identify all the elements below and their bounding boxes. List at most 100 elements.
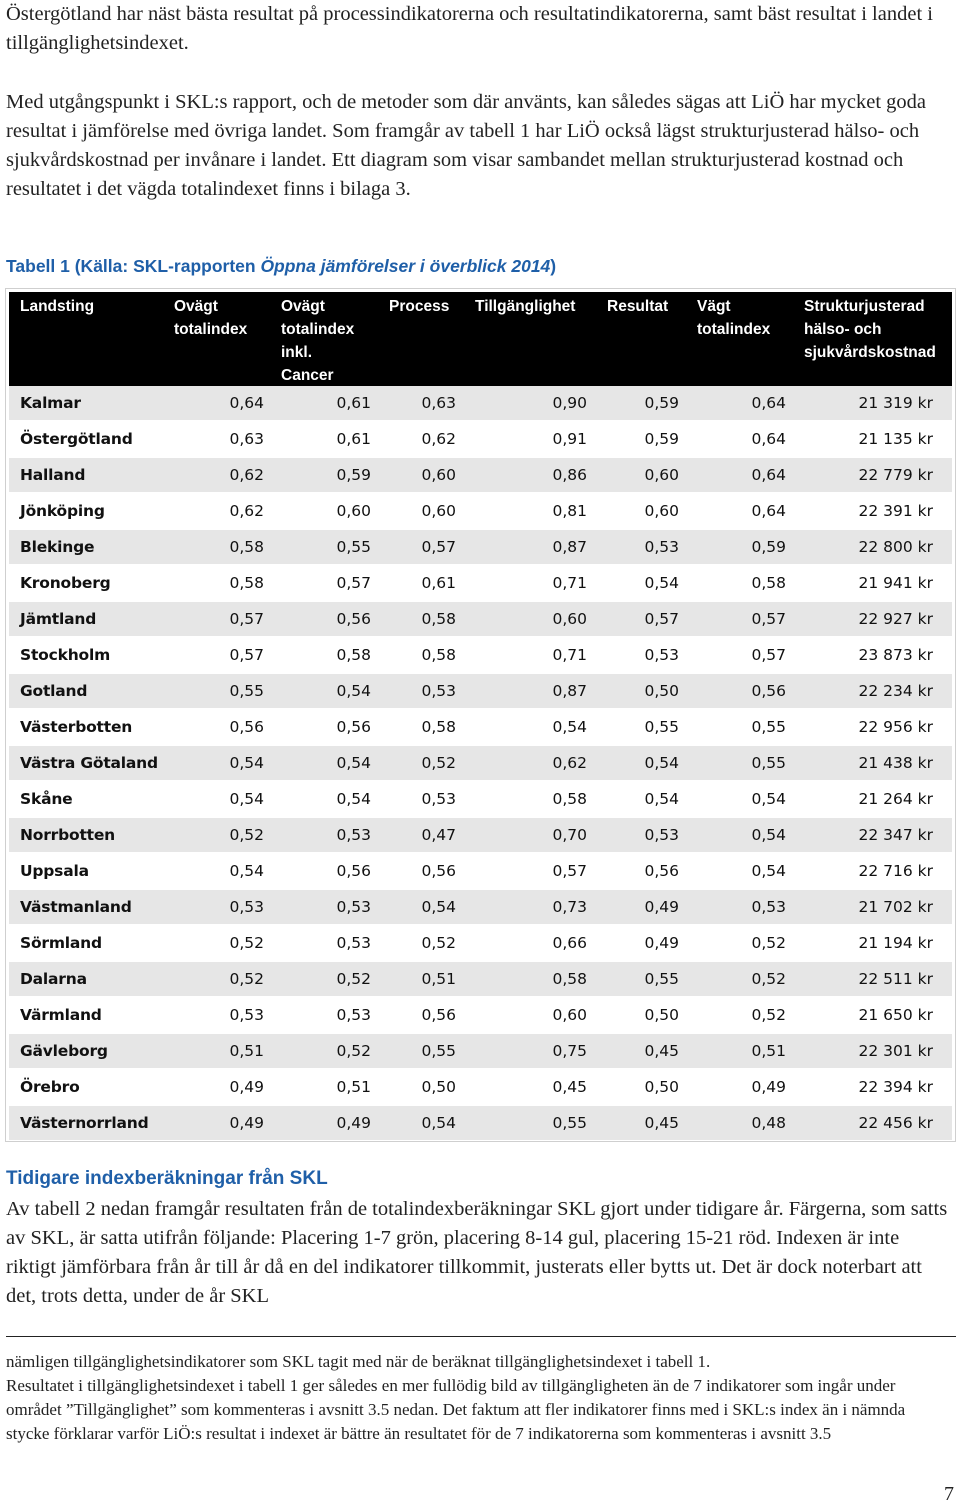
cell-resultat: 0,54	[644, 790, 679, 808]
cell-process: 0,56	[421, 862, 456, 880]
cell-ovagt-totalindex: 0,52	[229, 826, 264, 844]
cell-ovagt-totalindex-cancer: 0,52	[336, 970, 371, 988]
cell-county: Kronoberg	[20, 574, 111, 592]
cell-ovagt-totalindex: 0,58	[229, 538, 264, 556]
table-row: Kronoberg 0,58 0,57 0,61 0,71 0,54 0,58 21 941 …	[9, 566, 952, 600]
cell-resultat: 0,53	[644, 646, 679, 664]
cell-kostnad: 21 264 kr	[858, 790, 933, 808]
cell-kostnad: 22 779 kr	[858, 466, 933, 484]
cell-resultat: 0,49	[644, 934, 679, 952]
county-comparison-table: Landsting Ovägt totalindex Ovägt totalin…	[5, 288, 956, 1142]
cell-tillganglighet: 0,58	[552, 790, 587, 808]
cell-ovagt-totalindex-cancer: 0,58	[336, 646, 371, 664]
cell-process: 0,56	[421, 1006, 456, 1024]
table-row: Västerbotten 0,56 0,56 0,58 0,54 0,55 0,55 22 9…	[9, 710, 952, 744]
header-tillganglighet: Tillgänglighet	[475, 298, 576, 315]
cell-ovagt-totalindex-cancer: 0,61	[336, 430, 371, 448]
cell-county: Värmland	[20, 1006, 102, 1024]
cell-ovagt-totalindex-cancer: 0,61	[336, 394, 371, 412]
cell-ovagt-totalindex: 0,51	[229, 1042, 264, 1060]
footnote-line-1: nämligen tillgänglighetsindikatorer som …	[6, 1352, 711, 1371]
cell-county: Stockholm	[20, 646, 111, 664]
cell-kostnad: 22 347 kr	[858, 826, 933, 844]
table-row: Skåne 0,54 0,54 0,53 0,58 0,54 0,54 21 264 kr	[9, 782, 952, 816]
cell-resultat: 0,50	[644, 682, 679, 700]
cell-process: 0,47	[421, 826, 456, 844]
table-row: Västernorrland 0,49 0,49 0,54 0,55 0,45 0,48 22…	[9, 1106, 952, 1140]
cell-process: 0,58	[421, 610, 456, 628]
cell-ovagt-totalindex: 0,52	[229, 934, 264, 952]
cell-vagt-totalindex: 0,54	[751, 826, 786, 844]
cell-kostnad: 22 927 kr	[858, 610, 933, 628]
table-header: Landsting Ovägt totalindex Ovägt totalin…	[9, 292, 952, 386]
cell-ovagt-totalindex: 0,63	[229, 430, 264, 448]
caption-suffix: )	[550, 256, 557, 276]
cell-kostnad: 21 319 kr	[858, 394, 933, 412]
cell-kostnad: 23 873 kr	[858, 646, 933, 664]
cell-process: 0,60	[421, 466, 456, 484]
cell-vagt-totalindex: 0,58	[751, 574, 786, 592]
cell-kostnad: 22 956 kr	[858, 718, 933, 736]
cell-tillganglighet: 0,57	[552, 862, 587, 880]
cell-ovagt-totalindex-cancer: 0,59	[336, 466, 371, 484]
cell-kostnad: 22 511 kr	[858, 970, 933, 988]
cell-ovagt-totalindex: 0,49	[229, 1078, 264, 1096]
cell-tillganglighet: 0,87	[552, 682, 587, 700]
cell-tillganglighet: 0,81	[552, 502, 587, 520]
table-row: Stockholm 0,57 0,58 0,58 0,71 0,53 0,57 23 873 …	[9, 638, 952, 672]
cell-resultat: 0,49	[644, 898, 679, 916]
cell-process: 0,57	[421, 538, 456, 556]
table-row: Halland 0,62 0,59 0,60 0,86 0,60 0,64 22 779 kr	[9, 458, 952, 492]
cell-vagt-totalindex: 0,55	[751, 718, 786, 736]
cell-county: Uppsala	[20, 862, 89, 880]
cell-vagt-totalindex: 0,59	[751, 538, 786, 556]
cell-ovagt-totalindex: 0,54	[229, 862, 264, 880]
cell-kostnad: 21 650 kr	[858, 1006, 933, 1024]
cell-ovagt-totalindex-cancer: 0,53	[336, 934, 371, 952]
cell-kostnad: 21 194 kr	[858, 934, 933, 952]
cell-process: 0,58	[421, 718, 456, 736]
cell-process: 0,58	[421, 646, 456, 664]
cell-vagt-totalindex: 0,51	[751, 1042, 786, 1060]
table-row: Jönköping 0,62 0,60 0,60 0,81 0,60 0,64 22 391 …	[9, 494, 952, 528]
cell-process: 0,61	[421, 574, 456, 592]
cell-vagt-totalindex: 0,64	[751, 394, 786, 412]
cell-ovagt-totalindex-cancer: 0,57	[336, 574, 371, 592]
cell-ovagt-totalindex: 0,57	[229, 610, 264, 628]
table-caption: Tabell 1 (Källa: SKL-rapporten Öppna jäm…	[6, 256, 556, 277]
cell-vagt-totalindex: 0,56	[751, 682, 786, 700]
cell-ovagt-totalindex-cancer: 0,54	[336, 682, 371, 700]
cell-tillganglighet: 0,90	[552, 394, 587, 412]
cell-ovagt-totalindex: 0,57	[229, 646, 264, 664]
cell-ovagt-totalindex: 0,64	[229, 394, 264, 412]
cell-tillganglighet: 0,60	[552, 610, 587, 628]
cell-process: 0,54	[421, 898, 456, 916]
header-resultat: Resultat	[607, 298, 669, 315]
header-landsting: Landsting	[20, 298, 95, 315]
cell-vagt-totalindex: 0,52	[751, 970, 786, 988]
cell-county: Västra Götaland	[20, 754, 158, 772]
cell-county: Gotland	[20, 682, 88, 700]
cell-county: Östergötland	[20, 430, 133, 448]
header-ovagt-totalindex-cancer: Ovägt totalindex inkl. Cancer	[281, 298, 355, 384]
table-row: Norrbotten 0,52 0,53 0,47 0,70 0,53 0,54 22 347…	[9, 818, 952, 852]
cell-resultat: 0,60	[644, 466, 679, 484]
cell-kostnad: 22 800 kr	[858, 538, 933, 556]
cell-tillganglighet: 0,73	[552, 898, 587, 916]
cell-resultat: 0,55	[644, 718, 679, 736]
cell-ovagt-totalindex: 0,55	[229, 682, 264, 700]
cell-process: 0,60	[421, 502, 456, 520]
cell-ovagt-totalindex-cancer: 0,56	[336, 862, 371, 880]
cell-ovagt-totalindex-cancer: 0,54	[336, 754, 371, 772]
cell-kostnad: 22 394 kr	[858, 1078, 933, 1096]
cell-county: Dalarna	[20, 970, 87, 988]
cell-resultat: 0,60	[644, 502, 679, 520]
table-row: Kalmar 0,64 0,61 0,63 0,90 0,59 0,64 21 319 kr	[9, 386, 952, 420]
cell-tillganglighet: 0,91	[552, 430, 587, 448]
table-row: Östergötland 0,63 0,61 0,62 0,91 0,59 0,64 21 1…	[9, 422, 952, 456]
cell-county: Gävleborg	[20, 1042, 108, 1060]
cell-county: Västernorrland	[20, 1114, 149, 1132]
cell-ovagt-totalindex: 0,53	[229, 898, 264, 916]
cell-ovagt-totalindex-cancer: 0,51	[336, 1078, 371, 1096]
cell-resultat: 0,55	[644, 970, 679, 988]
